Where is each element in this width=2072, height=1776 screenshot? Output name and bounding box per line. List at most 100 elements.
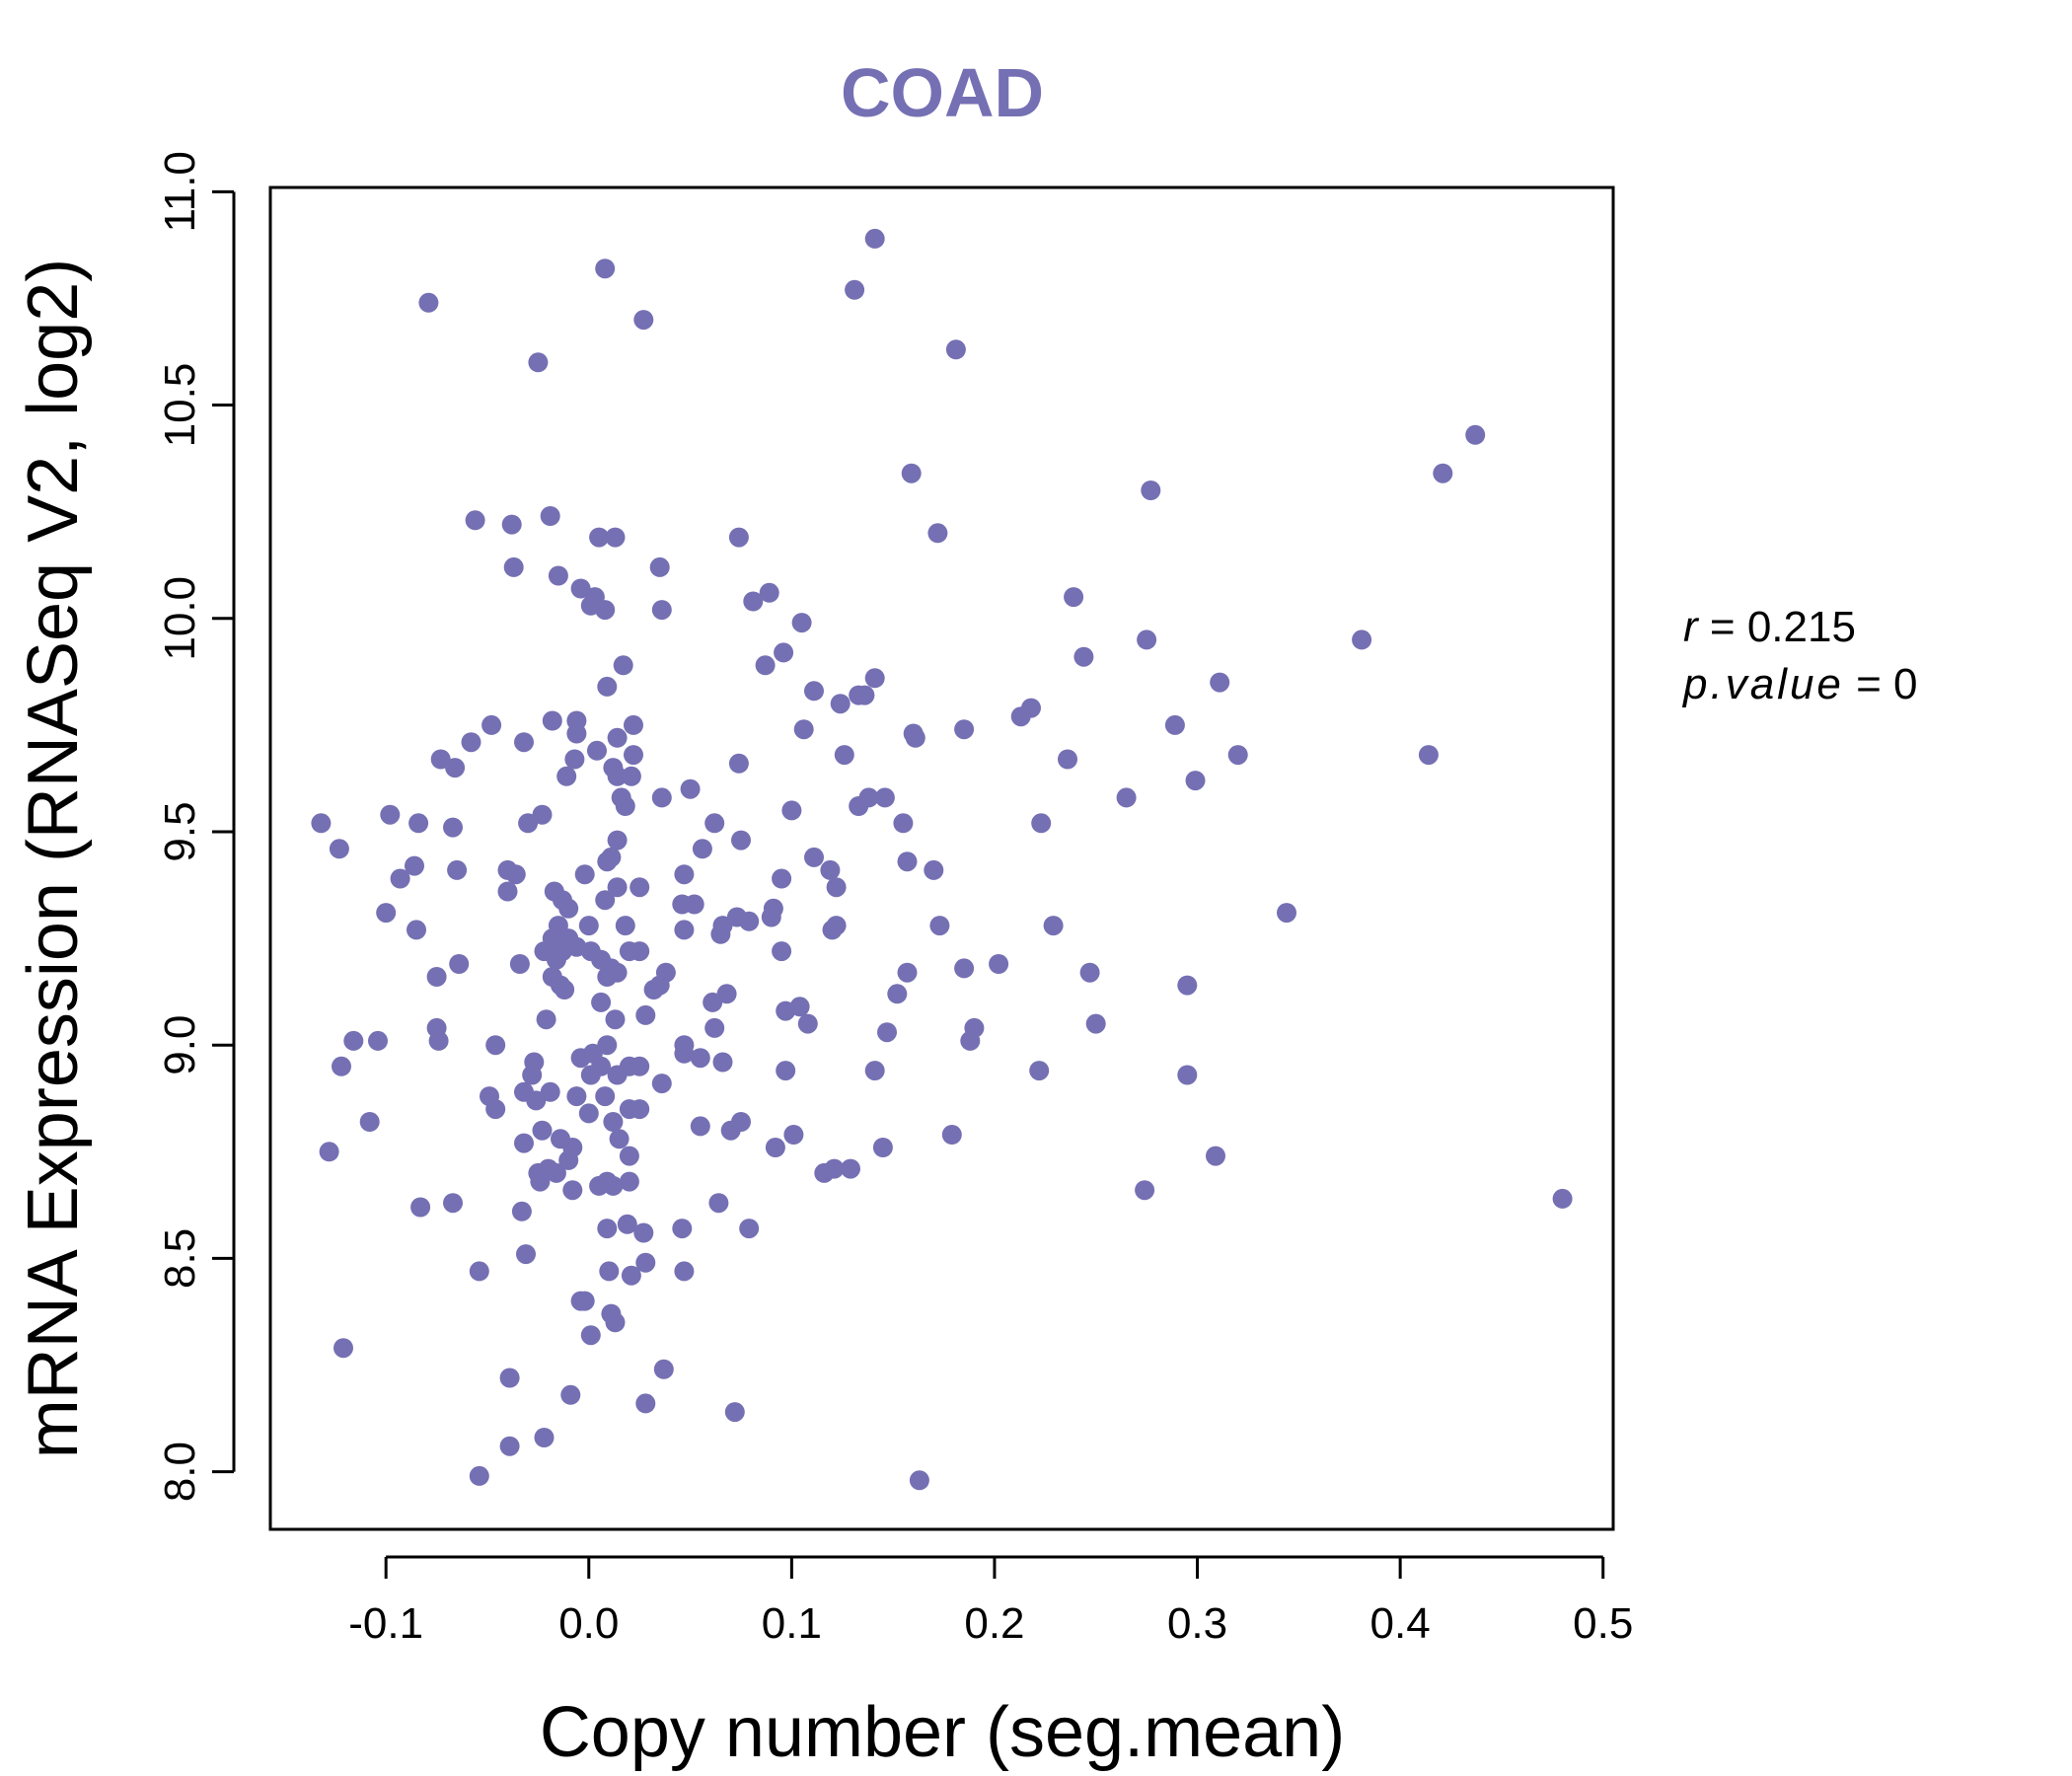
data-point-75 [874, 787, 895, 808]
data-point-52 [542, 710, 562, 731]
data-point-65 [624, 745, 643, 766]
data-point-212 [595, 1086, 616, 1107]
data-point-113 [595, 890, 616, 911]
data-point-13 [501, 514, 522, 535]
data-point-69 [1227, 745, 1248, 766]
data-point-134 [1277, 903, 1296, 924]
data-point-76 [849, 796, 869, 816]
data-point-159 [716, 984, 737, 1004]
data-point-199 [960, 1030, 981, 1051]
data-point-205 [319, 1142, 339, 1162]
data-point-269 [653, 1359, 674, 1379]
data-point-276 [909, 1470, 929, 1491]
y-axis: 8.0 8.5 9.0 9.5 10.0 10.5 11.0 [156, 151, 236, 1502]
data-point-15 [589, 527, 610, 548]
data-point-270 [560, 1384, 581, 1405]
data-point-219 [532, 1120, 553, 1141]
data-point-200 [1029, 1061, 1050, 1081]
data-point-45 [1164, 714, 1185, 735]
data-point-29 [1064, 587, 1084, 608]
data-point-107 [407, 920, 426, 940]
data-point-214 [609, 1129, 629, 1149]
data-point-26 [759, 582, 779, 603]
data-point-77 [781, 800, 802, 821]
data-point-4 [864, 228, 885, 249]
data-point-14 [540, 506, 560, 526]
data-point-64 [621, 766, 641, 786]
data-point-179 [485, 1035, 506, 1056]
data-point-83 [380, 804, 401, 825]
data-point-44 [1010, 706, 1031, 727]
data-point-58 [430, 749, 451, 770]
data-point-150 [607, 962, 628, 983]
data-point-254 [708, 1193, 729, 1214]
data-point-31 [1352, 629, 1372, 650]
data-point-101 [731, 830, 751, 851]
data-point-92 [390, 868, 410, 889]
data-point-272 [724, 1402, 745, 1423]
data-point-56 [624, 714, 643, 735]
data-point-275 [469, 1465, 489, 1486]
data-point-192 [690, 1048, 710, 1069]
data-point-160 [703, 992, 723, 1012]
data-point-189 [580, 1065, 601, 1085]
p-value: 0 [1893, 660, 1917, 708]
data-point-57 [793, 719, 814, 740]
data-point-131 [826, 916, 847, 936]
data-point-240 [619, 1171, 639, 1192]
y-tick-label-5: 10.5 [156, 363, 204, 448]
data-point-177 [368, 1030, 388, 1051]
y-tick-label-6: 11.0 [156, 151, 204, 232]
data-point-71 [556, 766, 577, 786]
data-point-210 [540, 1081, 560, 1102]
data-point-191 [674, 1043, 695, 1064]
x-axis: -0.1 0.0 0.1 0.2 0.3 0.4 0.5 [348, 1555, 1633, 1648]
data-point-166 [887, 984, 908, 1004]
data-point-32 [755, 655, 776, 676]
chart-title: COAD [841, 54, 1044, 131]
data-point-106 [376, 903, 397, 924]
data-point-126 [710, 924, 731, 944]
data-point-5 [845, 279, 865, 300]
data-point-81 [680, 778, 701, 799]
data-point-188 [629, 1056, 650, 1076]
data-point-250 [597, 1219, 618, 1239]
data-point-274 [534, 1428, 555, 1447]
r-stat: r = 0.215 [1683, 603, 1856, 651]
data-point-114 [607, 877, 628, 898]
data-point-263 [574, 1291, 595, 1311]
data-point-112 [574, 864, 595, 885]
data-point-245 [1206, 1146, 1225, 1166]
data-point-42 [854, 685, 875, 705]
data-point-8 [1433, 463, 1453, 483]
data-point-104 [924, 859, 944, 880]
data-point-35 [613, 655, 633, 676]
data-point-207 [485, 1099, 506, 1120]
data-point-128 [615, 916, 635, 936]
y-axis-title: mRNA Expression (RNASeq V2, log2) [14, 259, 93, 1458]
data-point-227 [731, 1112, 751, 1132]
data-point-97 [607, 830, 628, 851]
data-point-201 [1085, 1013, 1106, 1034]
data-point-70 [728, 753, 749, 774]
x-tick-label-5: 0.4 [1370, 1599, 1431, 1648]
y-tick-label-3: 9.5 [156, 801, 204, 861]
data-point-266 [580, 1325, 601, 1346]
data-point-267 [333, 1338, 353, 1359]
x-tick-label-3: 0.2 [964, 1599, 1024, 1648]
data-point-73 [1116, 787, 1137, 808]
data-point-105 [897, 851, 918, 872]
data-point-12 [465, 510, 485, 531]
data-point-94 [447, 859, 468, 880]
data-point-132 [929, 916, 950, 936]
data-point-124 [739, 911, 760, 931]
data-point-16 [605, 527, 626, 548]
data-point-197 [877, 1022, 897, 1043]
data-point-38 [804, 681, 824, 702]
x-tick-label-0: -0.1 [348, 1599, 423, 1648]
data-point-25 [651, 600, 672, 621]
data-point-165 [1079, 962, 1100, 983]
data-point-28 [791, 613, 812, 633]
data-point-61 [587, 740, 607, 761]
data-points [311, 228, 1573, 1491]
